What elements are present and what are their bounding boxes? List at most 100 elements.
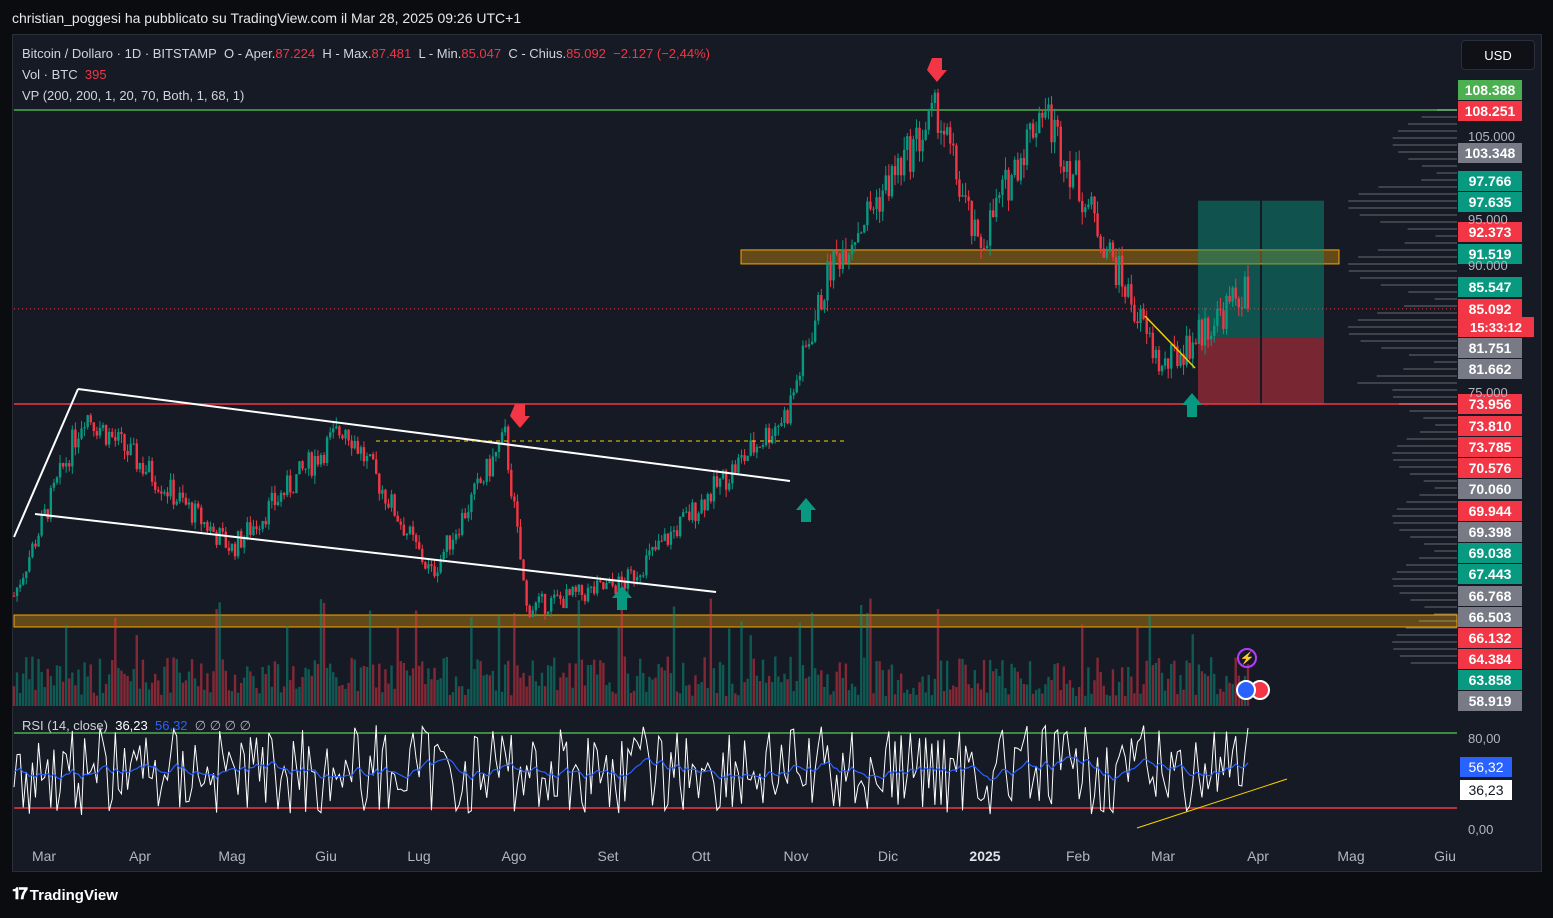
time-axis-label: Mar — [1150, 848, 1176, 864]
zone-rect — [13, 614, 1458, 628]
candle-body — [285, 475, 289, 496]
volume-bar — [863, 657, 866, 706]
volume-bar — [1028, 661, 1032, 706]
candle-body — [1237, 298, 1240, 308]
candle-body — [764, 427, 768, 446]
volume-bar — [1068, 680, 1072, 706]
candle-body — [1016, 159, 1019, 181]
candle-body — [1228, 296, 1231, 302]
candle-body — [1163, 358, 1167, 366]
candle-body — [645, 555, 648, 576]
volume-bar — [221, 659, 224, 706]
volume-bar — [1157, 658, 1161, 706]
candle-body — [362, 447, 366, 462]
volume-bar — [1105, 694, 1108, 706]
candle-body — [86, 415, 89, 428]
volume-bar — [49, 676, 53, 706]
us-flag-icon[interactable] — [1236, 680, 1256, 700]
volume-bar — [1133, 693, 1136, 706]
candle-body — [1142, 309, 1145, 319]
candle-body — [629, 569, 633, 571]
volume-bar — [83, 662, 86, 706]
candle-body — [777, 425, 780, 427]
volume-bar — [1019, 678, 1023, 706]
rsi-value-tag: 36,23 — [1460, 780, 1512, 800]
volume-bar — [774, 656, 777, 706]
volume-bar — [264, 674, 267, 706]
volume-bar — [252, 676, 255, 706]
volume-bar — [1120, 667, 1124, 706]
volume-bar — [500, 691, 504, 706]
candle-body — [826, 261, 829, 301]
candle-body — [1170, 344, 1173, 369]
time-axis-label: Ago — [501, 848, 527, 864]
candle-body — [589, 586, 593, 588]
candle-body — [236, 531, 240, 557]
candle-body — [378, 473, 381, 494]
volume-bar — [792, 691, 795, 706]
volume-bar — [178, 672, 181, 706]
candle-body — [1108, 242, 1112, 251]
volume-bar — [565, 677, 568, 706]
target-zone — [1262, 200, 1324, 338]
candle-body — [160, 491, 163, 494]
volume-bar — [967, 684, 970, 706]
volume-bar — [1145, 660, 1148, 706]
volume-bar — [120, 670, 123, 706]
candle-body — [556, 594, 559, 596]
volume-bar — [1062, 666, 1066, 706]
rsi-legend[interactable]: RSI (14, close) 36,23 56,32 ∅ ∅ ∅ ∅ — [22, 718, 251, 734]
volume-bar — [1228, 682, 1231, 706]
low-value: 85.047 — [461, 46, 502, 61]
volume-bar — [470, 616, 473, 706]
candle-body — [1010, 175, 1013, 201]
volume-bar — [1124, 695, 1127, 706]
candle-body — [83, 427, 86, 429]
candle-body — [460, 512, 464, 535]
volume-bar — [86, 676, 89, 706]
candle-body — [924, 129, 927, 140]
candle-body — [872, 208, 875, 210]
tradingview-logo[interactable]: 𝟏𝟕 TradingView — [12, 886, 118, 904]
candle-body — [104, 425, 108, 445]
volume-bar — [123, 673, 126, 706]
volume-bar — [258, 693, 261, 706]
volume-bar — [414, 610, 418, 706]
candle-body — [212, 526, 215, 533]
volume-legend[interactable]: Vol · BTC 395 — [22, 67, 107, 82]
volume-bar — [694, 675, 697, 706]
candle-body — [206, 522, 209, 531]
stop-zone — [1198, 337, 1260, 404]
vp-legend[interactable]: VP (200, 200, 1, 20, 70, Both, 1, 68, 1) — [22, 88, 245, 103]
candle-body — [224, 531, 228, 548]
candle-body — [279, 492, 283, 502]
candle-body — [666, 533, 670, 545]
volume-bar — [599, 660, 602, 706]
lightning-icon[interactable]: ⚡ — [1237, 648, 1257, 668]
volume-bar — [817, 674, 820, 706]
candle-body — [798, 375, 802, 381]
candle-body — [810, 341, 814, 345]
volume-bar — [820, 670, 823, 706]
candle-body — [111, 431, 114, 437]
volume-bar — [451, 692, 455, 706]
volume-bar — [74, 685, 77, 706]
volume-bar — [1117, 681, 1121, 706]
candle-body — [832, 250, 835, 281]
volume-bar — [583, 685, 587, 706]
volume-bar — [310, 675, 313, 706]
symbol-label[interactable]: Bitcoin / Dollaro · 1D · BITSTAMP — [22, 46, 217, 61]
currency-button[interactable]: USD — [1461, 40, 1535, 70]
volume-bar — [1084, 695, 1087, 706]
candle-body — [193, 503, 197, 523]
time-axis-label: Nov — [783, 848, 809, 864]
candle-body — [328, 432, 332, 438]
stop-zone — [1262, 337, 1324, 404]
time-axis-label: Apr — [1247, 848, 1269, 864]
volume-bar — [979, 689, 983, 706]
candle-body — [1243, 276, 1247, 309]
volume-bar — [52, 685, 56, 706]
time-axis-label: Mar — [31, 848, 57, 864]
candle-body — [549, 597, 553, 612]
